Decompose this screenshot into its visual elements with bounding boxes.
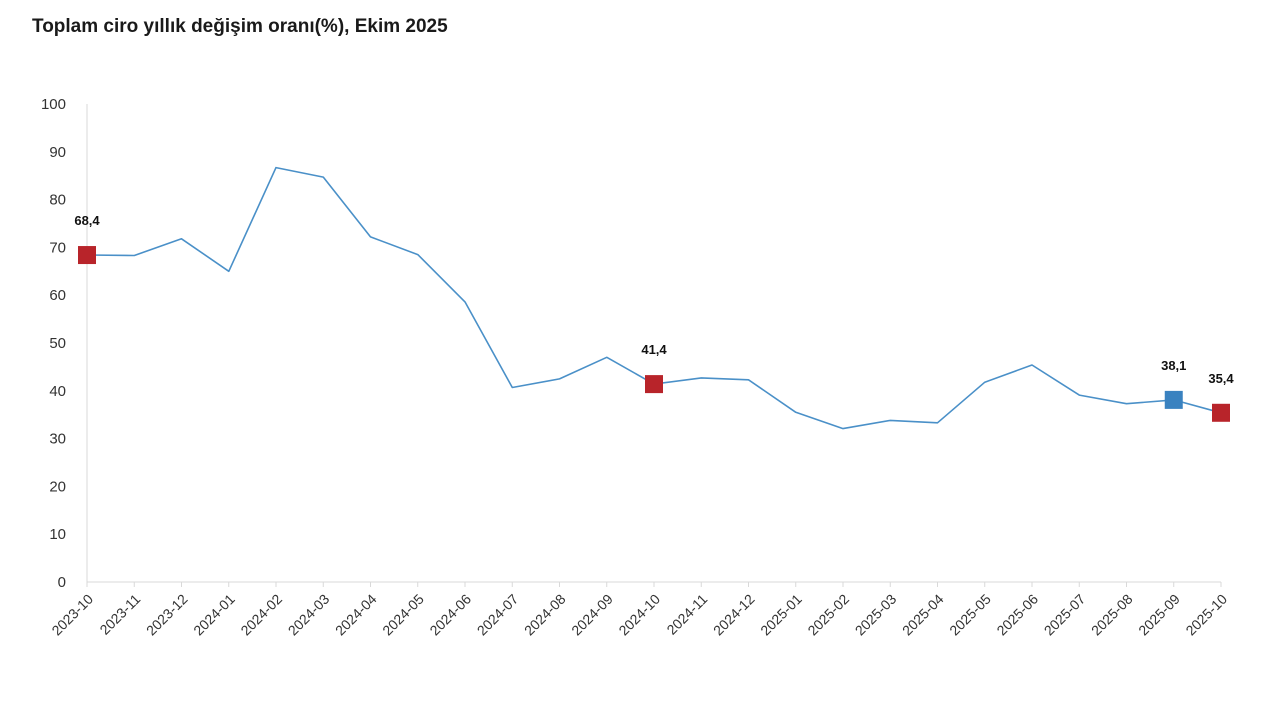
data-point <box>180 238 182 240</box>
x-tick-label: 2025-08 <box>1088 591 1136 639</box>
x-tick-label: 2024-03 <box>285 591 333 639</box>
x-tick-label: 2025-01 <box>757 591 805 639</box>
x-tick-label: 2024-09 <box>568 591 616 639</box>
data-point <box>511 386 513 388</box>
x-tick-label: 2024-05 <box>379 591 427 639</box>
data-point <box>795 411 797 413</box>
data-point <box>984 381 986 383</box>
y-tick-label: 10 <box>49 526 66 543</box>
y-tick-label: 40 <box>49 383 66 400</box>
x-tick-label: 2024-06 <box>426 591 474 639</box>
x-tick-label: 2025-09 <box>1135 591 1183 639</box>
marker-group <box>78 246 1230 422</box>
x-tick-label: 2025-03 <box>852 591 900 639</box>
data-point <box>464 301 466 303</box>
y-tick-label: 0 <box>58 574 66 591</box>
y-tick-label: 20 <box>49 478 66 495</box>
y-axis-ticks: 0 10 20 30 40 50 60 70 80 90 100 <box>41 96 66 591</box>
data-label: 41,4 <box>641 342 667 357</box>
data-point <box>558 378 560 380</box>
y-tick-label: 100 <box>41 96 66 113</box>
data-label-group: 68,4 41,4 38,1 35,4 <box>74 213 1234 386</box>
x-tick-label: 2023-12 <box>143 591 191 639</box>
data-point <box>842 427 844 429</box>
y-tick-label: 90 <box>49 144 66 161</box>
data-point <box>1125 403 1127 405</box>
data-label: 38,1 <box>1161 358 1186 373</box>
x-tick-label: 2025-02 <box>804 591 852 639</box>
x-tick-label: 2025-10 <box>1182 591 1230 639</box>
highlight-marker <box>645 375 663 394</box>
x-tick-label: 2024-02 <box>237 591 285 639</box>
x-axis-ticks: 2023-10 2023-11 2023-12 2024-01 2024-02 2024-… <box>48 582 1230 638</box>
data-point <box>700 377 702 379</box>
highlight-marker <box>78 246 96 265</box>
data-label: 68,4 <box>74 213 100 228</box>
data-point <box>747 379 749 381</box>
data-point <box>275 166 277 168</box>
data-point <box>889 419 891 421</box>
x-tick-label: 2024-07 <box>474 591 522 639</box>
x-tick-label: 2025-05 <box>946 591 994 639</box>
x-tick-label: 2025-04 <box>899 591 947 639</box>
data-point <box>606 356 608 358</box>
x-tick-label: 2024-01 <box>190 591 238 639</box>
highlight-marker <box>1212 403 1230 422</box>
x-tick-label: 2024-04 <box>332 591 380 639</box>
x-tick-label: 2024-11 <box>663 591 710 638</box>
x-tick-label: 2025-07 <box>1041 591 1089 639</box>
y-tick-label: 70 <box>49 239 66 256</box>
y-tick-label: 60 <box>49 287 66 304</box>
data-point <box>936 422 938 424</box>
y-tick-label: 50 <box>49 335 66 352</box>
data-point <box>322 176 324 178</box>
data-point <box>133 254 135 256</box>
x-tick-label: 2025-06 <box>993 591 1041 639</box>
data-label: 35,4 <box>1208 371 1234 386</box>
data-point <box>369 236 371 238</box>
chart-title: Toplam ciro yıllık değişim oranı(%), Eki… <box>32 16 448 37</box>
x-tick-label: 2024-10 <box>615 591 663 639</box>
data-point <box>1078 394 1080 396</box>
highlight-marker <box>1164 390 1183 409</box>
x-tick-label: 2023-10 <box>48 591 96 639</box>
data-point <box>1031 364 1033 366</box>
x-tick-label: 2024-12 <box>710 591 758 639</box>
y-tick-label: 80 <box>49 192 66 209</box>
data-point <box>417 253 419 255</box>
y-tick-label: 30 <box>49 431 66 448</box>
x-tick-label: 2024-08 <box>521 591 569 639</box>
x-tick-label: 2023-11 <box>96 591 143 638</box>
data-point <box>228 270 230 272</box>
